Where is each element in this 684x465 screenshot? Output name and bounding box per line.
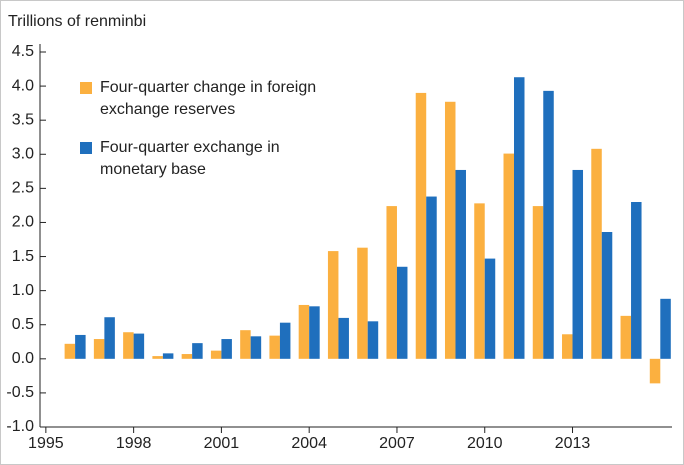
bar [75, 334, 86, 359]
bar [562, 334, 573, 359]
bar [298, 304, 310, 359]
x-tick-label: 1998 [116, 435, 152, 452]
bar [269, 335, 280, 359]
x-tick-label: 2001 [204, 435, 240, 452]
chart-title: Trillions of renminbi [8, 13, 146, 30]
bar [474, 203, 485, 359]
y-tick-label: 2.0 [12, 214, 34, 231]
bar [415, 92, 427, 359]
bar [93, 339, 105, 359]
bar [152, 356, 163, 359]
y-tick-label: 0.5 [12, 316, 34, 333]
bar [503, 153, 514, 359]
bar [601, 232, 613, 359]
bar [514, 77, 525, 359]
bar [181, 354, 193, 359]
bar [192, 343, 203, 359]
y-tick-label: 3.5 [12, 111, 34, 128]
bar [123, 332, 134, 359]
y-tick-label: -1.0 [6, 418, 34, 435]
y-tick-label: -0.5 [6, 384, 34, 401]
y-tick-label: 4.0 [12, 77, 34, 94]
y-tick-label: 4.5 [12, 43, 34, 60]
bar [631, 202, 642, 359]
bar [444, 101, 456, 359]
bar [279, 322, 291, 359]
x-tick-label: 2007 [379, 435, 415, 452]
bar [221, 339, 232, 359]
bar [484, 258, 496, 359]
x-tick-label: 1995 [28, 435, 64, 452]
bar [104, 317, 115, 359]
bar [591, 148, 602, 359]
bar [543, 90, 554, 359]
bar [572, 169, 584, 359]
bar [455, 169, 466, 359]
y-tick-label: 1.0 [12, 282, 34, 299]
x-tick-label: 2013 [555, 435, 591, 452]
legend-label: Four-quarter change in foreign exchange … [100, 79, 321, 118]
x-tick-label: 2004 [291, 435, 327, 452]
bar [250, 336, 262, 359]
bar [64, 343, 76, 359]
bar [210, 350, 222, 359]
bar [338, 317, 349, 359]
bar [532, 206, 544, 359]
bar [426, 196, 437, 359]
bar [367, 321, 379, 359]
y-tick-label: 2.5 [12, 180, 34, 197]
bar [357, 247, 368, 359]
legend-swatch [80, 142, 92, 154]
bar [649, 358, 661, 384]
x-tick-label: 2010 [467, 435, 503, 452]
bar [162, 353, 174, 359]
bar [327, 251, 339, 359]
bar [240, 330, 251, 359]
y-tick-label: 3.0 [12, 145, 34, 162]
bar [396, 266, 408, 359]
bar [386, 206, 397, 359]
y-tick-label: 1.5 [12, 248, 34, 265]
legend-swatch [80, 82, 92, 94]
bar [620, 315, 632, 359]
y-tick-label: 0.0 [12, 350, 34, 367]
bar [133, 333, 145, 359]
bar [309, 306, 320, 359]
bar [660, 298, 671, 359]
legend-label: Four-quarter exchange in monetary base [100, 139, 284, 178]
